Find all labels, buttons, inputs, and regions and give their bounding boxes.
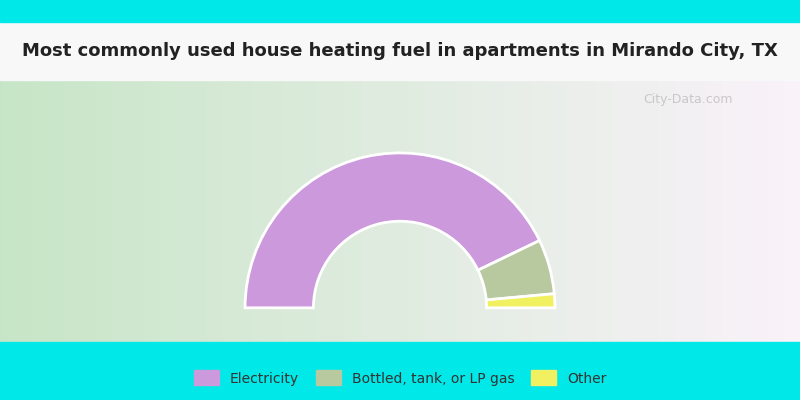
Bar: [0, 342, 800, 378]
Text: Most commonly used house heating fuel in apartments in Mirando City, TX: Most commonly used house heating fuel in…: [22, 42, 778, 60]
Legend: Electricity, Bottled, tank, or LP gas, Other: Electricity, Bottled, tank, or LP gas, O…: [188, 365, 612, 391]
Bar: [0, 0, 800, 22]
Text: City-Data.com: City-Data.com: [643, 94, 733, 106]
Wedge shape: [478, 240, 554, 300]
Wedge shape: [245, 153, 539, 308]
Bar: [0, 22, 800, 80]
Bar: [0, 378, 800, 400]
Wedge shape: [486, 294, 555, 308]
